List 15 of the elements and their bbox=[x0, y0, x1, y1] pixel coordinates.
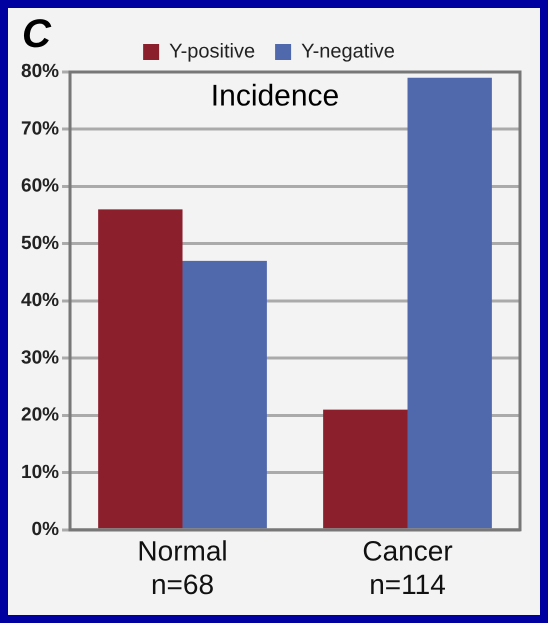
y-tick-label: 60% bbox=[20, 176, 60, 197]
y-tick-label: 30% bbox=[20, 347, 60, 368]
chart-title: Incidence bbox=[210, 79, 340, 112]
x-tick-label: Cancer n=114 bbox=[362, 535, 453, 600]
y-tick-label: 70% bbox=[20, 118, 60, 140]
y-tick-label: 10% bbox=[20, 462, 60, 483]
y-tick-label: 80% bbox=[20, 61, 60, 82]
y-tick-label: 50% bbox=[20, 232, 60, 254]
text: C bbox=[22, 12, 52, 56]
legend-label: Y-negative bbox=[301, 40, 395, 63]
legend-label: Y-positive bbox=[169, 40, 256, 63]
y-tick-label: 20% bbox=[20, 404, 60, 426]
y-tick-label: 0% bbox=[32, 519, 60, 540]
x-tick-label: Normal n=68 bbox=[137, 535, 228, 600]
y-tick-label: 40% bbox=[20, 290, 60, 312]
